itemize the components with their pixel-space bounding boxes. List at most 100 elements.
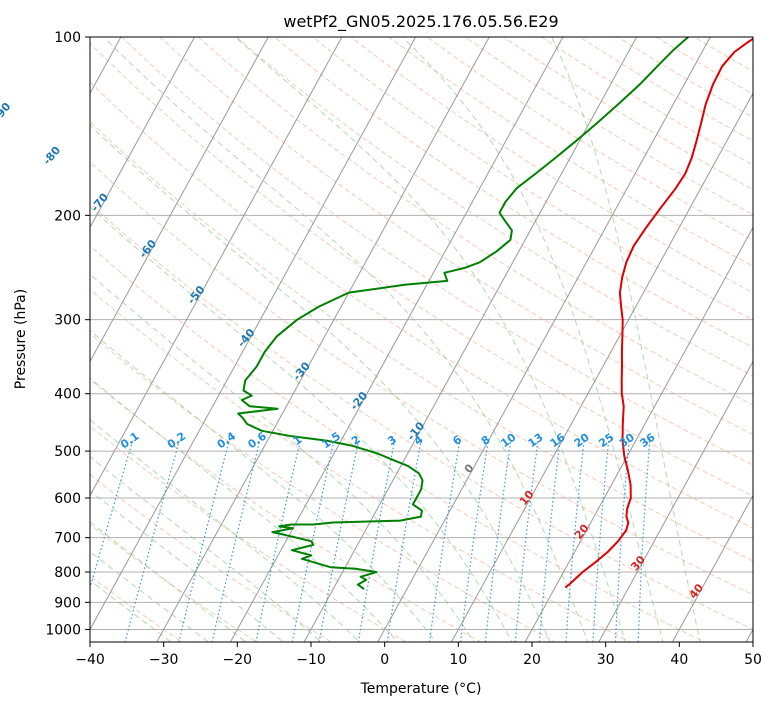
isotherm-line bbox=[90, 37, 196, 229]
dry-adiabat-line bbox=[388, 37, 753, 267]
y-axis-label: Pressure (hPa) bbox=[13, 289, 29, 389]
x-tick-label: −30 bbox=[149, 652, 179, 668]
isotherm-label: -90 bbox=[0, 100, 14, 124]
y-tick-label: 700 bbox=[54, 531, 81, 547]
x-tick-label: −10 bbox=[296, 652, 326, 668]
isotherm-line bbox=[90, 37, 343, 497]
temperature-profile-line bbox=[564, 37, 753, 589]
moist-adiabat-line bbox=[90, 521, 247, 642]
moist-adiabat-line bbox=[90, 419, 361, 642]
mixing-ratio-label: 0.6 bbox=[245, 429, 269, 451]
dry-adiabat-line bbox=[121, 37, 753, 466]
moist-adiabat-line bbox=[90, 579, 172, 642]
x-tick-label: 10 bbox=[449, 652, 467, 668]
dry-adiabat-line bbox=[464, 37, 753, 216]
dry-adiabat-line bbox=[502, 37, 753, 191]
x-tick-label: 40 bbox=[670, 652, 688, 668]
x-tick-label: 50 bbox=[744, 652, 762, 668]
dry-adiabat-line bbox=[693, 37, 753, 72]
dry-adiabat-line bbox=[426, 37, 753, 241]
moist-adiabat-line bbox=[90, 329, 437, 642]
moist-adiabat-line bbox=[234, 37, 626, 642]
dry-adiabat-line bbox=[350, 37, 753, 294]
mixing-ratio-line bbox=[318, 440, 360, 642]
mixing-ratio-label: 6 bbox=[450, 433, 464, 448]
mixing-ratio-line bbox=[211, 440, 261, 642]
mixing-ratio-line bbox=[565, 440, 585, 642]
mixing-ratio-label: 0.2 bbox=[165, 430, 188, 452]
isotherm-label: 0 bbox=[462, 461, 477, 475]
mixing-ratio-label: 30 bbox=[617, 431, 637, 451]
isotherm-line bbox=[156, 37, 490, 642]
x-axis-label: Temperature (°C) bbox=[360, 681, 482, 697]
y-tick-label: 1000 bbox=[45, 622, 81, 638]
moist-adiabat-line bbox=[90, 456, 322, 642]
mixing-ratio-label: 13 bbox=[526, 431, 546, 450]
x-tick-label: −40 bbox=[75, 652, 105, 668]
dry-adiabat-line bbox=[235, 37, 753, 377]
dry-adiabat-line bbox=[90, 120, 753, 562]
dry-adiabat-line bbox=[90, 202, 753, 631]
isotherm-label: 10 bbox=[517, 488, 537, 508]
dry-adiabat-line bbox=[617, 37, 753, 118]
isotherm-line bbox=[303, 37, 638, 642]
moist-adiabat-line bbox=[90, 124, 551, 642]
y-axis: 1000 900 800 700 600 500 400 300 200 100 bbox=[45, 30, 90, 638]
dry-adiabat-line bbox=[90, 245, 706, 642]
plot-area bbox=[90, 37, 753, 642]
mixing-ratio-line bbox=[514, 440, 539, 642]
plot-frame bbox=[89, 36, 754, 643]
dry-adiabat-line bbox=[90, 332, 557, 642]
mixing-ratio-line bbox=[428, 440, 461, 642]
isotherm-line bbox=[524, 226, 753, 642]
mixing-ratio-line bbox=[386, 440, 422, 642]
isotherm-line bbox=[598, 360, 753, 642]
mixing-ratio-line bbox=[124, 440, 180, 642]
mixing-ratio-line bbox=[255, 440, 301, 642]
isotherm-line bbox=[745, 628, 753, 642]
x-axis: −40 −30 −20 −10 0 10 20 30 40 50 bbox=[75, 642, 762, 668]
x-tick-label: 0 bbox=[380, 652, 389, 668]
dry-adiabat-line bbox=[90, 575, 183, 642]
mixing-ratio-line bbox=[90, 440, 134, 591]
mixing-ratio-line bbox=[178, 440, 230, 642]
isotherm-line bbox=[90, 37, 417, 631]
moist-adiabat-line bbox=[551, 37, 701, 642]
y-tick-label: 200 bbox=[54, 208, 81, 224]
x-tick-label: 20 bbox=[523, 652, 541, 668]
skewt-line-labels: 0.10.20.40.611.52346810131620253036-100-… bbox=[0, 100, 706, 601]
mixing-ratio-line bbox=[592, 440, 610, 642]
mixing-ratio-label: 10 bbox=[498, 431, 518, 451]
mixing-ratio-label: 1 bbox=[291, 433, 305, 448]
x-tick-label: −20 bbox=[223, 652, 253, 668]
dry-adiabat-line bbox=[90, 81, 753, 529]
y-tick-label: 300 bbox=[54, 313, 81, 329]
dewpoint-profile-line bbox=[237, 37, 689, 590]
y-tick-label: 400 bbox=[54, 387, 81, 403]
isotherm-line bbox=[90, 37, 269, 363]
mixing-ratio-line bbox=[291, 440, 335, 642]
mixing-ratio-line bbox=[538, 440, 561, 642]
mixing-ratio-line bbox=[614, 440, 630, 642]
dry-adiabat-line bbox=[90, 161, 753, 596]
moist-adiabat-line bbox=[90, 273, 475, 642]
isotherm-line bbox=[450, 92, 753, 642]
chart-title: wetPf2_GN05.2025.176.05.56.E29 bbox=[283, 12, 558, 32]
mixing-ratio-label: 36 bbox=[637, 431, 657, 451]
y-tick-label: 800 bbox=[54, 565, 81, 581]
isotherm-line bbox=[671, 494, 753, 642]
mixing-ratio-label: 8 bbox=[479, 433, 493, 448]
isotherm-label: 30 bbox=[628, 553, 648, 573]
moist-adiabat-line bbox=[90, 489, 285, 642]
dry-adiabat-line bbox=[273, 37, 753, 349]
mixing-ratio-label: 1.5 bbox=[320, 430, 343, 452]
dry-adiabat-line bbox=[540, 37, 753, 166]
x-tick-label: 30 bbox=[597, 652, 615, 668]
dry-adiabat-line bbox=[90, 523, 258, 642]
dry-adiabat-line bbox=[90, 288, 632, 642]
dry-adiabat-line bbox=[655, 37, 753, 95]
y-tick-label: 600 bbox=[54, 491, 81, 507]
y-tick-label: 900 bbox=[54, 595, 81, 611]
dry-adiabat-line bbox=[90, 42, 753, 497]
